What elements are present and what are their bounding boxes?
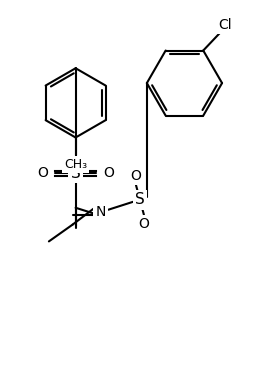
Text: O: O [103, 166, 114, 180]
Text: S: S [71, 166, 81, 181]
Text: O: O [131, 169, 142, 183]
Text: S: S [135, 192, 145, 207]
Text: CH₃: CH₃ [64, 158, 87, 171]
Text: O: O [138, 216, 149, 231]
Text: O: O [38, 166, 48, 180]
Text: Cl: Cl [218, 18, 232, 32]
Text: N: N [95, 205, 106, 219]
